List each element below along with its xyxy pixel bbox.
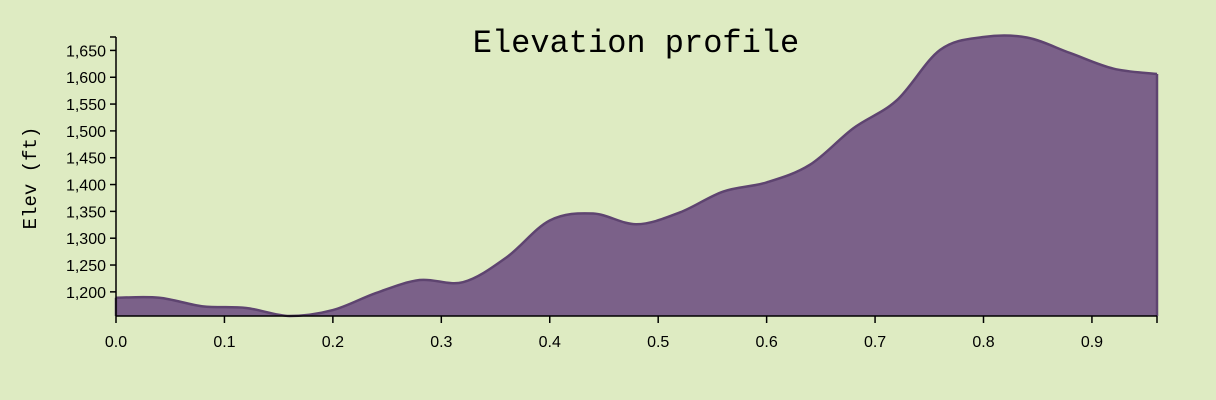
x-tick-label: 0.5 <box>647 334 669 351</box>
x-tick-label: 0.2 <box>322 334 344 351</box>
x-tick-label: 0.7 <box>864 334 886 351</box>
y-axis-label: Elev (ft) <box>20 127 42 230</box>
x-tick-label: 0.9 <box>1081 334 1103 351</box>
x-tick-label: 0.8 <box>972 334 994 351</box>
y-tick-label: 1,300 <box>66 231 106 248</box>
y-tick-label: 1,200 <box>66 285 106 302</box>
x-axis: 0.0 0.1 0.2 0.3 0.4 0.5 0.6 0.7 0.8 0.9 <box>105 315 1158 351</box>
x-tick-label: 0.1 <box>213 334 235 351</box>
y-tick-label: 1,450 <box>66 151 106 168</box>
y-tick-label: 1,350 <box>66 204 106 221</box>
y-axis: 1,200 1,250 1,300 1,350 1,400 1,450 1,500 1,550… <box>66 36 117 316</box>
y-tick-label: 1,250 <box>66 258 106 275</box>
x-tick-label: 0.3 <box>430 334 452 351</box>
x-tick-label: 0.4 <box>539 334 561 351</box>
area-layer <box>114 34 1159 318</box>
y-tick-label: 1,650 <box>66 43 106 60</box>
elevation-area <box>116 35 1157 316</box>
y-tick-label: 1,500 <box>66 124 106 141</box>
y-tick-label: 1,400 <box>66 178 106 195</box>
x-tick-label: 0.6 <box>756 334 778 351</box>
x-tick-label: 0.0 <box>105 334 127 351</box>
y-tick-label: 1,550 <box>66 97 106 114</box>
chart-title: Elevation profile <box>473 25 799 62</box>
y-tick-label: 1,600 <box>66 70 106 87</box>
